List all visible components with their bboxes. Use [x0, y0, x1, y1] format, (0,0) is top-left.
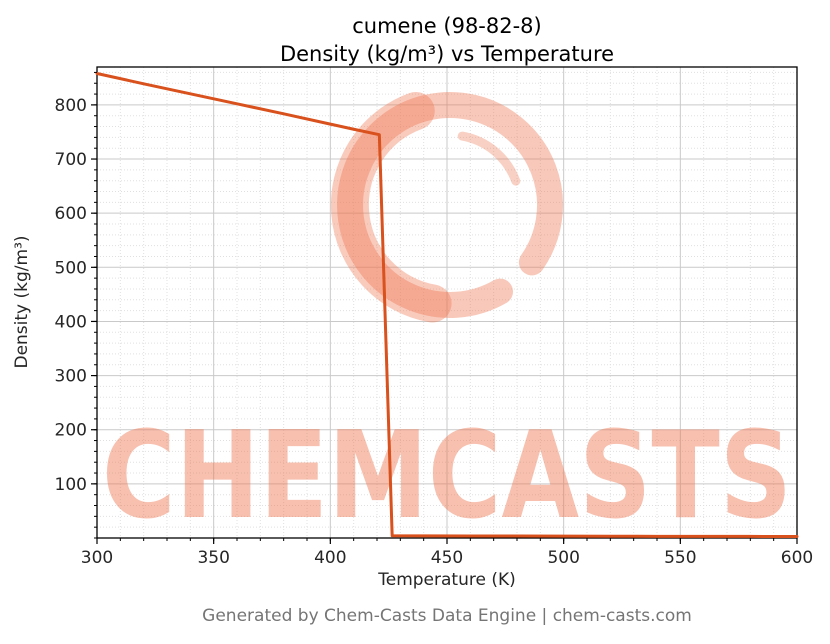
x-tick-label: 300: [81, 548, 113, 568]
x-tick-label: 350: [197, 548, 229, 568]
chart-title: cumene (98-82-8) Density (kg/m³) vs Temp…: [280, 12, 614, 69]
x-tick-label: 500: [547, 548, 579, 568]
y-axis-label: Density (kg/m³): [12, 235, 32, 369]
y-tick-label: 400: [55, 312, 87, 332]
y-tick-label: 500: [55, 258, 87, 278]
density-line: [95, 71, 799, 538]
x-tick-label: 550: [664, 548, 696, 568]
y-tick-label: 300: [55, 367, 87, 387]
chart-title-line1: cumene (98-82-8): [352, 14, 542, 38]
footer-credit: Generated by Chem-Casts Data Engine | ch…: [202, 606, 692, 626]
chemcasts-logo-watermark-inner: [457, 131, 521, 186]
grid: [96, 67, 798, 538]
chemcasts-text-watermark: CHEMCASTS: [102, 407, 792, 546]
tick-labels: 300 350 400 450 500 550 600 100 200 300 400 500 600 7…: [55, 71, 813, 568]
x-tick-label: 600: [781, 548, 813, 568]
x-axis-label: Temperature (K): [378, 570, 516, 590]
y-tick-label: 600: [55, 204, 87, 224]
chemcasts-logo-watermark-accent: [330, 92, 452, 323]
x-tick-label: 450: [431, 548, 463, 568]
chemcasts-watermark: CHEMCASTS: [102, 92, 792, 546]
chart-title-line2: Density (kg/m³) vs Temperature: [279, 42, 615, 67]
y-tick-label: 200: [55, 421, 87, 441]
density-series: [95, 71, 799, 538]
y-tick-label: 800: [55, 96, 87, 116]
y-tick-label: 700: [55, 150, 87, 170]
chemcasts-logo-watermark: [337, 92, 563, 318]
y-tick-label: 100: [55, 475, 87, 495]
x-tick-label: 400: [314, 548, 346, 568]
